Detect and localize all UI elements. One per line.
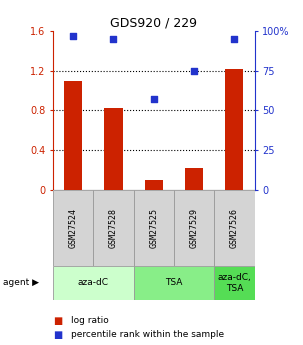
Bar (174, 190, 214, 266)
Bar (64, 81, 82, 190)
Text: GSM27524: GSM27524 (69, 208, 78, 248)
Text: aza-dC,
TSA: aza-dC, TSA (218, 273, 251, 293)
Bar (53, 190, 93, 266)
Point (71, 33, 76, 39)
Text: TSA: TSA (165, 278, 183, 287)
Text: log ratio: log ratio (71, 316, 109, 325)
Point (152, 97, 156, 102)
Bar (214, 266, 255, 300)
Bar (214, 190, 255, 266)
Text: GSM27529: GSM27529 (190, 208, 198, 248)
Text: GSM27528: GSM27528 (109, 208, 118, 248)
Point (192, 68, 197, 73)
Bar (134, 266, 214, 300)
Text: agent ▶: agent ▶ (3, 278, 39, 287)
Text: ■: ■ (53, 330, 62, 339)
Point (232, 36, 237, 42)
Bar (93, 190, 134, 266)
Text: ■: ■ (53, 316, 62, 326)
Text: GSM27526: GSM27526 (230, 208, 239, 248)
Text: GSM27525: GSM27525 (149, 208, 158, 248)
Bar (53, 266, 134, 300)
Bar (225, 69, 243, 190)
Bar (105, 108, 122, 190)
Text: aza-dC: aza-dC (78, 278, 109, 287)
Title: GDS920 / 229: GDS920 / 229 (110, 17, 197, 30)
Bar (185, 168, 203, 190)
Text: percentile rank within the sample: percentile rank within the sample (71, 330, 224, 339)
Bar (145, 180, 163, 190)
Point (111, 36, 116, 42)
Bar (134, 190, 174, 266)
